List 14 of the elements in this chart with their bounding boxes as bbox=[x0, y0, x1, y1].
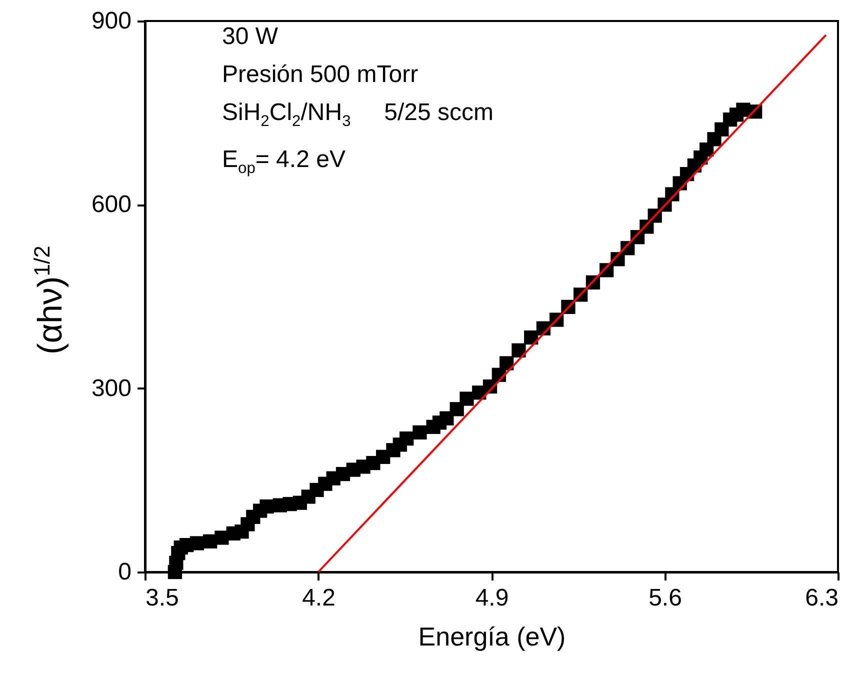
y-tick-label: 600 bbox=[91, 191, 132, 218]
y-tick-label: 300 bbox=[91, 374, 132, 402]
x-tick-label: 6.3 bbox=[805, 584, 838, 612]
x-tick-label: 4.9 bbox=[475, 584, 509, 612]
x-tick-label: 4.2 bbox=[302, 584, 336, 612]
y-tick-label: 900 bbox=[91, 8, 132, 34]
annotation: 30 W bbox=[222, 22, 280, 52]
x-tick-label: 5.6 bbox=[648, 584, 682, 612]
y-tick-label: 0 bbox=[118, 558, 132, 586]
annotation: E$_{op}$= 4.2 eV bbox=[222, 144, 346, 179]
x-tick-label: 3.5 bbox=[146, 584, 179, 612]
annotation: Presión 500 mTorr bbox=[222, 60, 420, 90]
text: SiH$_{2}$Cl$_{2}$/NH$_{3}$ 5/25 sccm bbox=[222, 99, 494, 130]
x-axis-title: Energía (eV) bbox=[418, 622, 566, 652]
